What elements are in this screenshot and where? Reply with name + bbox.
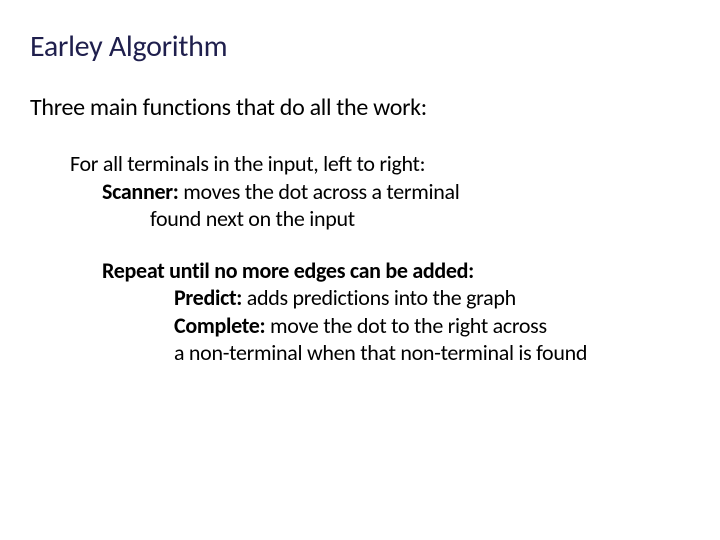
predict-line: Predict: adds predictions into the graph — [174, 284, 690, 312]
repeat-line: Repeat until no more edges can be added: — [102, 257, 690, 285]
scanner-line-2: found next on the input — [150, 205, 690, 233]
for-line: For all terminals in the input, left to … — [70, 150, 690, 178]
complete-desc: move the dot to the right across — [265, 312, 546, 339]
block-inner-loop: Repeat until no more edges can be added:… — [102, 257, 690, 367]
spacer — [30, 233, 690, 257]
predict-desc: adds predictions into the graph — [242, 284, 516, 311]
scanner-desc: moves the dot across a terminal — [179, 178, 460, 205]
scanner-line: Scanner: moves the dot across a terminal — [102, 178, 690, 206]
slide-subtitle: Three main functions that do all the wor… — [30, 93, 690, 122]
predict-label: Predict: — [174, 284, 242, 311]
slide: Earley Algorithm Three main functions th… — [0, 0, 720, 540]
block-outer-loop: For all terminals in the input, left to … — [70, 150, 690, 233]
complete-line: Complete: move the dot to the right acro… — [174, 312, 690, 340]
complete-line-2: a non-terminal when that non-terminal is… — [174, 339, 690, 367]
complete-label: Complete: — [174, 312, 265, 339]
scanner-label: Scanner: — [102, 178, 179, 205]
slide-title: Earley Algorithm — [30, 28, 690, 65]
